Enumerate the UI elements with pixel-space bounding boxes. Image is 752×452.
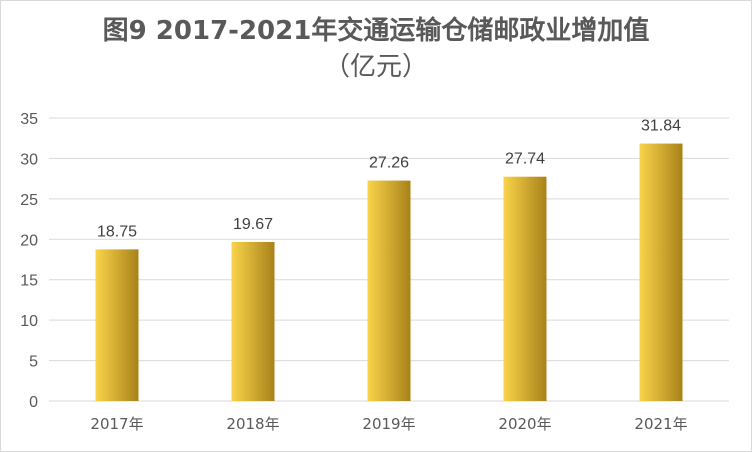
y-tick-label: 35 (20, 111, 38, 128)
x-category-label: 2019年 (362, 415, 415, 433)
data-label: 27.26 (369, 155, 409, 172)
x-category-label: 2018年 (226, 415, 279, 433)
y-tick-label: 0 (29, 394, 38, 411)
chart-title: 图9 2017-2021年交通运输仓储邮政业增加值 （亿元） (1, 13, 751, 85)
y-tick-label: 25 (20, 192, 38, 209)
data-label: 31.84 (641, 118, 681, 135)
bar (503, 176, 547, 401)
y-tick-label: 30 (20, 151, 38, 168)
data-label: 19.67 (233, 216, 273, 233)
bar (95, 249, 139, 401)
x-category-label: 2021年 (634, 415, 687, 433)
bar (639, 143, 683, 402)
bar (367, 180, 411, 401)
x-axis-categories: 2017年 2018年 2019年 2020年 2021年 (90, 415, 687, 433)
y-tick-label: 5 (29, 354, 38, 371)
data-label: 27.74 (505, 151, 545, 168)
data-label: 18.75 (97, 223, 137, 240)
chart-title-main: 图9 2017-2021年交通运输仓储邮政业增加值 (102, 16, 650, 46)
bars (95, 143, 683, 402)
chart-title-unit: （亿元） (323, 52, 428, 82)
y-axis-ticks: 0 5 10 15 20 25 30 35 (20, 111, 38, 411)
x-category-label: 2017年 (90, 415, 143, 433)
y-tick-label: 10 (20, 313, 38, 330)
x-category-label: 2020年 (498, 415, 551, 433)
data-labels: 18.75 19.67 27.26 27.74 31.84 (97, 118, 681, 241)
y-tick-label: 20 (20, 232, 38, 249)
bar (231, 241, 275, 401)
y-tick-label: 15 (20, 273, 38, 290)
